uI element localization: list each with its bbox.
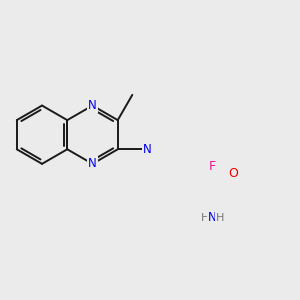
- Text: N: N: [142, 143, 151, 156]
- Text: N: N: [208, 211, 217, 224]
- Text: H: H: [201, 213, 209, 223]
- Text: N: N: [88, 157, 97, 170]
- Text: N: N: [88, 99, 97, 112]
- Text: O: O: [228, 167, 238, 180]
- Text: H: H: [215, 213, 224, 223]
- Text: F: F: [208, 160, 215, 172]
